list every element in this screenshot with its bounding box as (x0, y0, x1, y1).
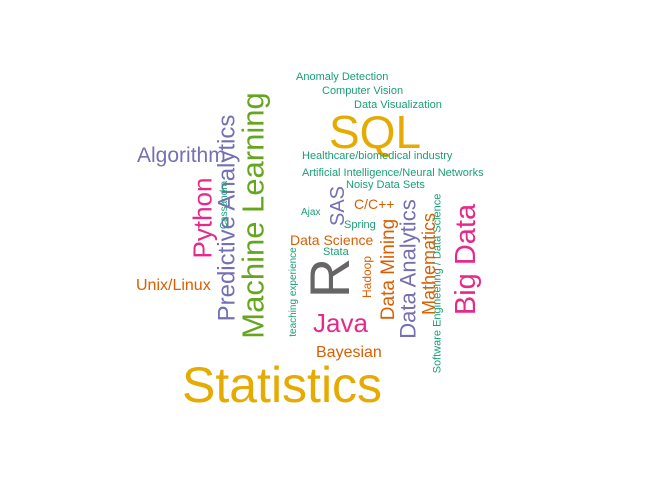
word-healthcare-biomedical-industry: Healthcare/biomedical industry (302, 150, 453, 162)
word-computer-vision: Computer Vision (322, 85, 404, 97)
word-bayesian: Bayesian (316, 344, 382, 361)
word-unix-linux: Unix/Linux (136, 277, 211, 294)
word-spring: Spring (344, 219, 376, 231)
word-ajax: Ajax (301, 207, 321, 218)
word-r: R (298, 257, 362, 299)
word-noisy-data-sets: Noisy Data Sets (346, 179, 425, 191)
word-data-mining: Data Mining (378, 218, 400, 321)
word-data-visualization: Data Visualization (354, 99, 442, 111)
word-c-cpp: C/C++ (354, 196, 395, 212)
word-software-engineering-data-science: Software Engineering / Data Science (431, 193, 444, 374)
word-teaching-experience: teaching experience (287, 247, 299, 337)
word-hadoop: Hadoop (360, 255, 375, 299)
word-data-science: Data Science (290, 232, 374, 248)
word-cassandra: Cassandra (219, 180, 231, 230)
word-sql: SQL (329, 106, 422, 158)
word-artificial-intelligence-neural-networks: Artificial Intelligence/Neural Networks (302, 167, 484, 179)
word-java: Java (313, 308, 368, 338)
word-python: Python (187, 177, 218, 259)
word-statistics: Statistics (182, 357, 383, 413)
word-big-data: Big Data (450, 203, 483, 316)
word-algorithm: Algorithm (137, 144, 226, 167)
word-machine-learning: Machine Learning (235, 92, 271, 339)
word-stata: Stata (323, 246, 349, 258)
word-data-analytics: Data Analytics (395, 199, 421, 339)
word-anomaly-detection: Anomaly Detection (296, 71, 389, 83)
